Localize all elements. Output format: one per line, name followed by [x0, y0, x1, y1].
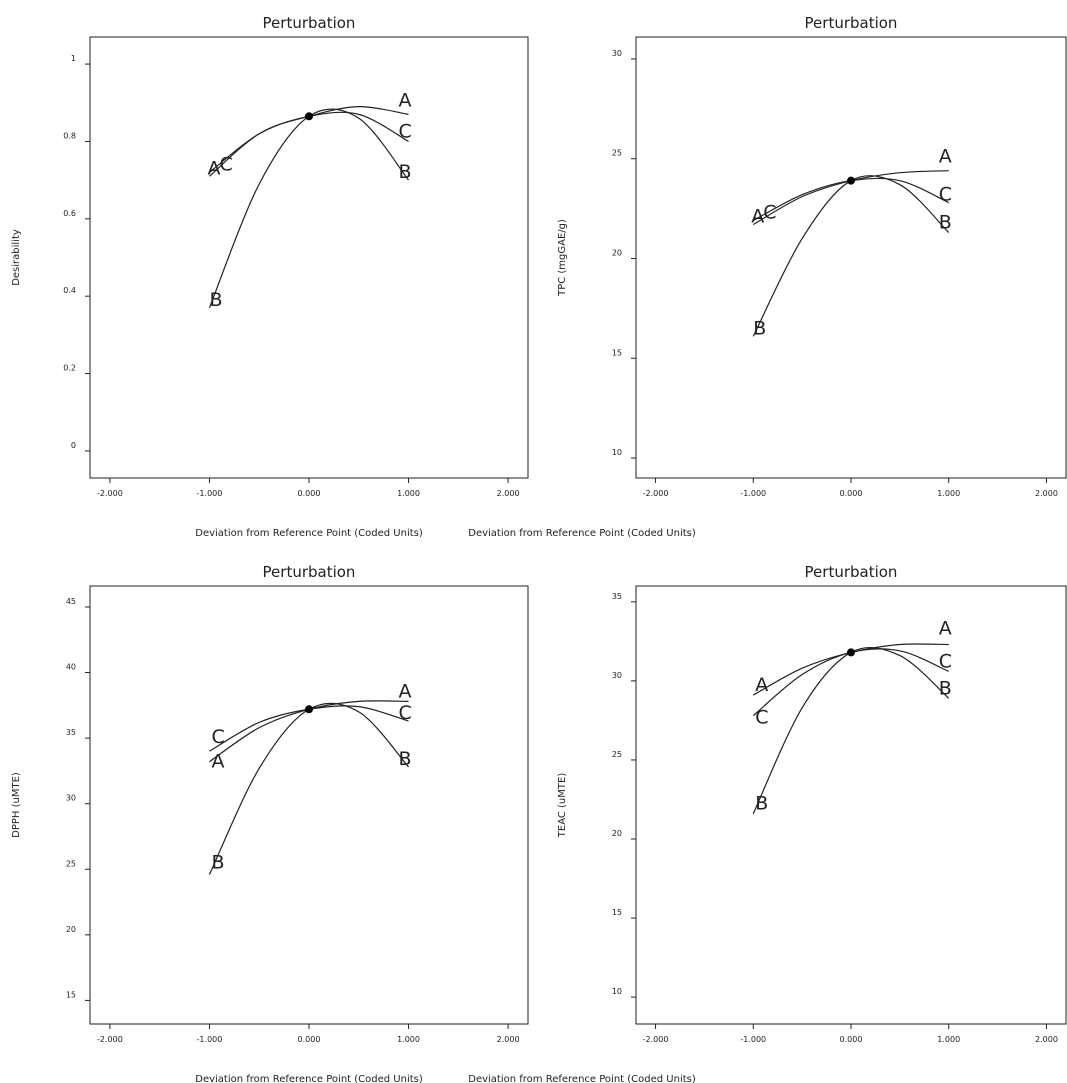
x-tick-label: 2.000 — [497, 489, 520, 498]
reference-point — [305, 705, 313, 714]
x-tick-label: -1.000 — [740, 489, 766, 498]
y-tick-label: 0.6 — [63, 209, 76, 218]
chart-title: Perturbation — [263, 563, 356, 581]
series-label-a-start: A — [211, 751, 224, 773]
y-tick-label: 15 — [612, 348, 622, 357]
y-tick-label: 1 — [71, 54, 76, 63]
y-tick-label: 0.2 — [63, 364, 76, 373]
y-tick-label: 30 — [612, 49, 622, 58]
series-label-a-start: A — [755, 674, 768, 696]
y-axis-label: Desirability — [11, 229, 22, 286]
chart-panel-1: Perturbation 0 0.2 0.4 0.6 0.8 1 -2.000 -1.000 0.… — [11, 14, 529, 539]
x-tick-label: -2.000 — [643, 489, 669, 498]
y-tick-label: 0 — [71, 441, 76, 450]
y-axis-label: TEAC (uMTE) — [557, 773, 568, 839]
y-tick-label: 15 — [66, 990, 76, 999]
y-axis-label: DPPH (uMTE) — [11, 772, 22, 838]
y-tick-label: 35 — [612, 592, 622, 601]
x-tick-label: 2.000 — [1035, 1035, 1058, 1044]
series-label-c-end: C — [399, 120, 412, 142]
y-tick-label: 20 — [612, 248, 622, 257]
x-tick-label: 0.000 — [840, 489, 863, 498]
x-tick-label: -2.000 — [97, 489, 123, 498]
series-line-b — [752, 175, 950, 337]
series-label-b-end: B — [399, 748, 412, 770]
chart-panel-2: Perturbation 10 15 20 25 30 -2.000 -1.000 0.000 1… — [468, 14, 1067, 539]
series-line-b — [208, 702, 409, 875]
x-tick-label: 1.000 — [937, 1035, 960, 1044]
series-label-b-end: B — [939, 677, 952, 699]
chart-title: Perturbation — [263, 14, 356, 32]
y-tick-label: 0.4 — [63, 286, 76, 295]
y-tick-label: 25 — [612, 149, 622, 158]
y-tick-label: 0.8 — [63, 131, 76, 140]
x-tick-label: 2.000 — [1035, 489, 1058, 498]
x-axis-label: Deviation from Reference Point (Coded Un… — [195, 528, 423, 539]
y-tick-label: 35 — [66, 728, 76, 737]
x-tick-label: 1.000 — [397, 1035, 420, 1044]
y-tick-label: 20 — [612, 829, 622, 838]
y-tick-label: 25 — [612, 750, 622, 759]
plot-frame — [89, 36, 529, 479]
y-tick-label: 15 — [612, 908, 622, 917]
series-label-c-start: C — [211, 726, 224, 748]
x-tick-label: 1.000 — [397, 489, 420, 498]
series-label-a-end: A — [939, 146, 952, 168]
series-label-b-end: B — [939, 212, 952, 234]
y-axis-label: TPC (mgGAE/g) — [557, 219, 568, 297]
y-tick-label: 30 — [612, 671, 622, 680]
x-tick-label: -1.000 — [740, 1035, 766, 1044]
series-label-c-end: C — [399, 702, 412, 724]
series-line-c — [752, 648, 949, 717]
reference-point — [847, 648, 855, 657]
chart-title: Perturbation — [805, 563, 898, 581]
series-label-a-start: A — [751, 206, 764, 228]
y-tick-label: 10 — [612, 448, 622, 457]
x-axis-label: Deviation from Reference Point (Coded Un… — [195, 1074, 423, 1083]
x-tick-label: 0.000 — [298, 1035, 321, 1044]
series-label-b-start: B — [211, 852, 224, 874]
y-tick-label: 40 — [66, 663, 76, 672]
series-label-b-start: B — [755, 793, 768, 815]
series-label-b-end: B — [399, 161, 412, 183]
x-tick-label: 2.000 — [497, 1035, 520, 1044]
series-label-c-end: C — [939, 650, 952, 672]
x-tick-label: 0.000 — [298, 489, 321, 498]
series-line-c — [209, 111, 409, 173]
x-tick-label: -1.000 — [197, 1035, 223, 1044]
series-label-c-end: C — [939, 184, 952, 206]
y-tick-label: 30 — [66, 794, 76, 803]
series-label-c-start: C — [755, 707, 768, 729]
series-label-c-start: C — [219, 153, 232, 175]
series-label-b-start: B — [753, 317, 766, 339]
x-tick-label: -1.000 — [197, 489, 223, 498]
series-line-c — [752, 177, 949, 222]
x-axis-label: Deviation from Reference Point (Coded Un… — [468, 528, 696, 539]
series-line-b — [208, 108, 410, 309]
plot-frame — [635, 36, 1067, 479]
y-tick-label: 25 — [66, 859, 76, 868]
y-tick-label: 20 — [66, 925, 76, 934]
series-line-b — [752, 646, 950, 814]
y-tick-label: 45 — [66, 597, 76, 606]
plot-frame — [89, 585, 529, 1025]
y-tick-label: 10 — [612, 987, 622, 996]
x-tick-label: -2.000 — [97, 1035, 123, 1044]
reference-point — [305, 112, 313, 121]
series-label-a-end: A — [939, 618, 952, 640]
chart-panel-4: Perturbation 10 15 20 25 30 35 -2.000 -1.000 0.00… — [468, 563, 1067, 1083]
x-tick-label: 1.000 — [937, 489, 960, 498]
reference-point — [847, 176, 855, 185]
x-axis-label: Deviation from Reference Point (Coded Un… — [468, 1074, 696, 1083]
series-label-a-end: A — [399, 680, 412, 702]
chart-panel-3: Perturbation 15 20 25 30 35 40 45 -2.000 -1.000 0.… — [11, 563, 529, 1083]
series-label-c-start: C — [763, 202, 776, 224]
x-tick-label: 0.000 — [840, 1035, 863, 1044]
chart-title: Perturbation — [805, 14, 898, 32]
x-tick-label: -2.000 — [643, 1035, 669, 1044]
series-label-a-end: A — [399, 89, 412, 111]
series-label-b-start: B — [209, 289, 222, 311]
